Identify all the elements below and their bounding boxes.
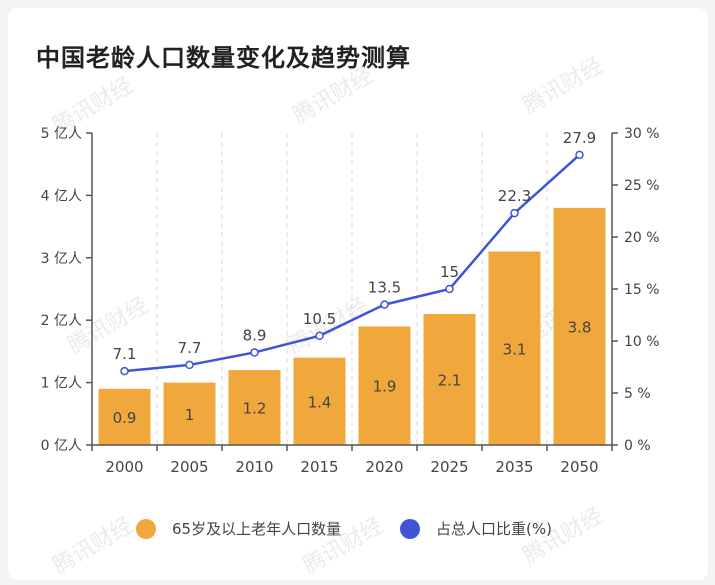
legend-bar-swatch [136, 518, 156, 539]
left-tick-label: 1 亿人 [41, 376, 82, 392]
ratio-line [124, 153, 581, 373]
legend-bar-label: 65岁及以上老年人口数量 [172, 520, 342, 538]
left-tick-label: 5 亿人 [41, 126, 82, 142]
line-label: 7.1 [113, 345, 137, 363]
legend-line-swatch [400, 518, 420, 539]
right-tick-label: 20 % [624, 230, 660, 246]
line-point [575, 150, 584, 160]
x-tick-label: 2050 [560, 458, 598, 476]
x-tick-label: 2000 [105, 458, 143, 476]
left-tick-label: 2 亿人 [41, 313, 82, 329]
x-tick-label: 2010 [235, 458, 273, 476]
bar [423, 313, 476, 445]
bar-label: 1.4 [308, 393, 332, 411]
line-label: 22.3 [498, 187, 531, 205]
bar [98, 388, 151, 445]
bar-label: 3.8 [568, 318, 592, 336]
line-label: 7.7 [178, 339, 202, 357]
x-tick-label: 2020 [365, 458, 403, 476]
bar-label: 1.2 [243, 400, 267, 418]
chart-title: 中国老龄人口数量变化及趋势测算 [36, 44, 411, 72]
line-label: 8.9 [243, 326, 267, 344]
line-point [510, 208, 519, 218]
line-point [315, 331, 324, 341]
chart-svg: 0.9 1 1.2 1.4 1.9 2.1 3.1 3.8 0 亿人 1 亿人 2 亿人 3 亿人 4 … [41, 126, 660, 476]
line-label: 27.9 [563, 129, 596, 147]
bar [488, 251, 541, 445]
line-point [120, 366, 129, 376]
bar-label: 1.9 [373, 378, 397, 396]
right-tick-label: 5 % [624, 386, 651, 402]
line-point [250, 348, 259, 357]
x-tick-label: 2025 [430, 458, 468, 476]
line-point [380, 300, 389, 309]
bar [553, 207, 606, 445]
line-label: 13.5 [368, 279, 401, 297]
legend-line-label: 占总人口比重(%) [436, 520, 552, 538]
legend-line[interactable]: 占总人口比重(%) [400, 518, 552, 539]
bar-label: 2.1 [438, 371, 462, 389]
x-tick-label: 2005 [170, 458, 208, 476]
right-tick-label: 10 % [624, 334, 660, 350]
left-tick-label: 4 亿人 [41, 188, 82, 204]
right-tick-label: 0 % [624, 438, 651, 454]
bar-label: 1 [185, 406, 195, 424]
chart-card: 中国老龄人口数量变化及趋势测算 腾讯财经 腾讯财经 腾讯财经 腾讯财经 腾讯财经… [8, 8, 708, 580]
bar [358, 326, 411, 445]
line-label: 10.5 [303, 310, 336, 328]
legend-bar[interactable]: 65岁及以上老年人口数量 [136, 518, 341, 539]
bar [228, 370, 281, 445]
right-tick-label: 30 % [624, 126, 660, 142]
left-tick-label: 0 亿人 [41, 438, 82, 454]
bar-label: 3.1 [503, 340, 527, 358]
line-label: 15 [440, 263, 459, 281]
right-tick-label: 25 % [624, 178, 660, 194]
line-point [185, 360, 194, 370]
bar [163, 382, 216, 445]
line-point [445, 284, 454, 294]
right-tick-label: 15 % [624, 282, 660, 298]
x-tick-label: 2035 [495, 458, 533, 476]
left-tick-label: 3 亿人 [41, 251, 82, 267]
x-tick-label: 2015 [300, 458, 338, 476]
bar-label: 0.9 [113, 409, 137, 427]
bar [293, 357, 346, 445]
